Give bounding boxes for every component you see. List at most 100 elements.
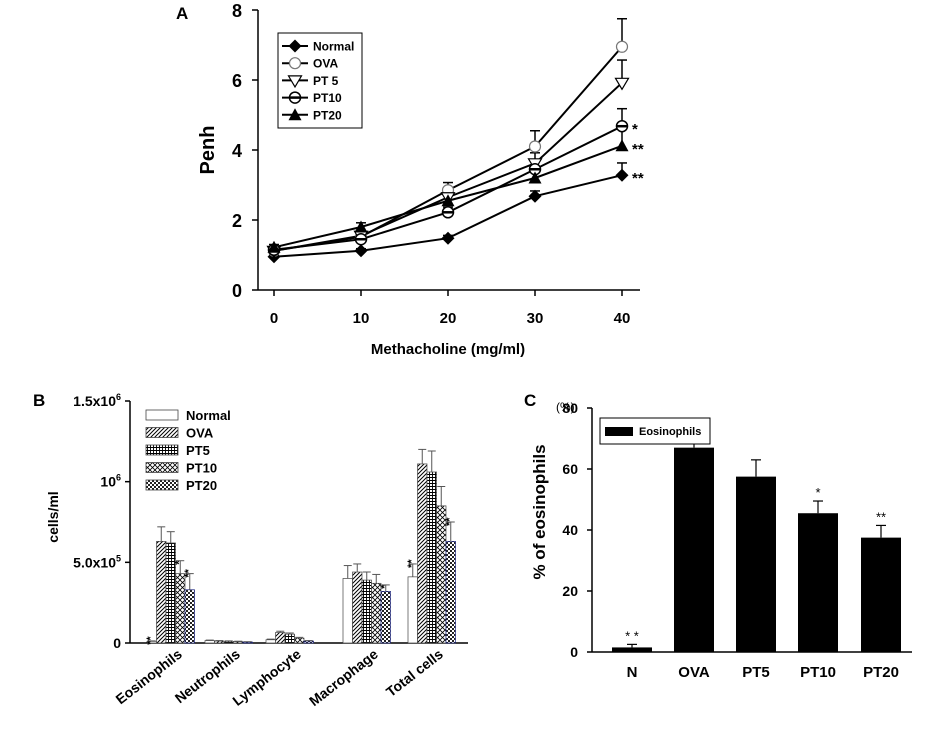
legend-swatch-eosinophils: [605, 427, 633, 436]
bar-eosinophils-pt5: [165, 542, 176, 644]
point-ova: [528, 140, 542, 153]
point-pt10: [354, 233, 368, 246]
point-pt-5: [614, 77, 630, 91]
y-tick-label: 60: [562, 461, 578, 477]
bar-lymphocyte-normal: [265, 639, 276, 644]
y-tick-base: 1.5x10: [73, 393, 116, 409]
panel-label-b: B: [33, 391, 45, 410]
point-normal: [354, 244, 368, 258]
panel-c-bar-chart: 0 20 40 60 80(%) % of eosinophils N OVA PT5 PT10 P…: [530, 400, 912, 681]
legend-label-ova: OVA: [186, 426, 214, 441]
y-tick-base: 10: [100, 474, 116, 490]
bar-pt10: [798, 513, 838, 652]
y-tick-base: 5.0x10: [73, 554, 116, 570]
y-tick-exponent: 6: [116, 392, 121, 402]
legend-swatch-pt5: [145, 444, 179, 456]
x-tick-label: 40: [614, 310, 631, 327]
x-tick-label: 30: [527, 310, 544, 327]
point-pt20: [441, 194, 455, 207]
point-pt20: [267, 240, 281, 253]
x-tick-label-pt20: PT20: [863, 664, 899, 681]
significance-marker: *: [173, 560, 185, 565]
y-tick-base: 0: [113, 635, 121, 651]
y-tick-label: 4: [232, 141, 242, 161]
bar-total-cells-pt5: [426, 471, 437, 644]
legend-label-pt5: PT5: [186, 443, 210, 458]
y-tick-label: 106: [100, 473, 121, 490]
bar-macrophage-pt20: [380, 591, 391, 644]
bar-lymphocyte-ova: [275, 632, 286, 644]
bar-macrophage-normal: [342, 578, 353, 644]
bar-ova: [674, 447, 714, 652]
significance-marker: *: [632, 121, 638, 138]
y-tick-label: 0: [570, 644, 578, 660]
significance-marker: **: [632, 141, 644, 158]
bar-neutrophils-pt5: [223, 641, 234, 644]
significance-marker: **: [145, 636, 157, 645]
bar-eosinophils-pt10: [175, 573, 186, 644]
y-tick-label: 8: [232, 1, 242, 21]
significance-marker: **: [406, 559, 418, 568]
legend-label-pt10: PT10: [186, 461, 217, 476]
y-tick-exponent: 6: [116, 473, 121, 483]
x-tick-label-ova: OVA: [678, 664, 710, 681]
legend-label-pt20: PT20: [186, 478, 217, 493]
y-axis-label: cells/ml: [45, 491, 61, 542]
point-pt10: [441, 206, 455, 219]
legend-label-pt-5: PT 5: [313, 74, 339, 88]
legend-marker-normal: [288, 39, 302, 53]
bar-total-cells-normal: [407, 576, 418, 644]
y-tick-label: 5.0x105: [73, 553, 121, 570]
bar-lymphocyte-pt20: [303, 640, 314, 644]
legend-marker-pt-5: [287, 75, 303, 89]
bar-total-cells-pt20: [445, 541, 456, 644]
y-tick-exponent: 5: [116, 553, 121, 563]
significance-marker: * *: [625, 628, 639, 643]
legend-swatch-normal: [145, 409, 179, 421]
bar-eosinophils-pt20: [184, 589, 195, 644]
point-normal: [528, 189, 542, 203]
legend-marker-ova: [288, 57, 302, 70]
point-pt20: [528, 171, 542, 184]
panel-b-bar-chart: 05.0x1051061.5x106cells/mlEosinophilsNeu…: [45, 392, 468, 709]
significance-marker: **: [444, 517, 456, 526]
bar-neutrophils-ova: [214, 640, 225, 644]
x-tick-label-n: N: [627, 664, 638, 681]
legend-label-normal: Normal: [313, 40, 354, 54]
y-tick-label: 6: [232, 71, 242, 91]
x-tick-label-lymphocyte: Lymphocyte: [229, 646, 304, 709]
bar-lymphocyte-pt10: [294, 637, 305, 644]
y-tick-label: 20: [562, 583, 578, 599]
bar-pt5: [736, 476, 776, 652]
y-axis-label: % of eosinophils: [530, 444, 549, 579]
significance-marker: **: [632, 170, 644, 187]
legend-label-eosinophils: Eosinophils: [639, 426, 701, 438]
legend-swatch-ova: [145, 427, 179, 438]
y-axis-label: Penh: [197, 126, 219, 175]
x-tick-label: 10: [353, 310, 370, 327]
point-normal: [441, 231, 455, 245]
bar-lymphocyte-pt5: [284, 633, 295, 644]
point-pt10: [615, 119, 629, 133]
bar-neutrophils-pt10: [233, 641, 244, 644]
y-tick-label: 40: [562, 522, 578, 538]
bar-eosinophils-ova: [156, 541, 167, 644]
bar-macrophage-pt5: [361, 579, 372, 644]
y-tick-label: 2: [232, 211, 242, 231]
legend-marker-pt20: [288, 108, 302, 121]
point-ova: [615, 40, 629, 53]
legend-label-ova: OVA: [313, 57, 338, 71]
panel-label-a: A: [176, 4, 188, 23]
bar-neutrophils-normal: [204, 640, 215, 644]
y-tick-label: 80: [562, 400, 578, 416]
point-normal: [615, 168, 629, 182]
legend-label-pt20: PT20: [313, 108, 342, 122]
panel-label-c: C: [524, 391, 536, 410]
point-pt20: [354, 220, 368, 233]
legend-swatch-pt20: [145, 479, 179, 491]
bar-macrophage-pt10: [371, 582, 382, 644]
x-tick-label-pt5: PT5: [742, 664, 770, 681]
x-axis-label: Methacholine (mg/ml): [371, 341, 525, 358]
